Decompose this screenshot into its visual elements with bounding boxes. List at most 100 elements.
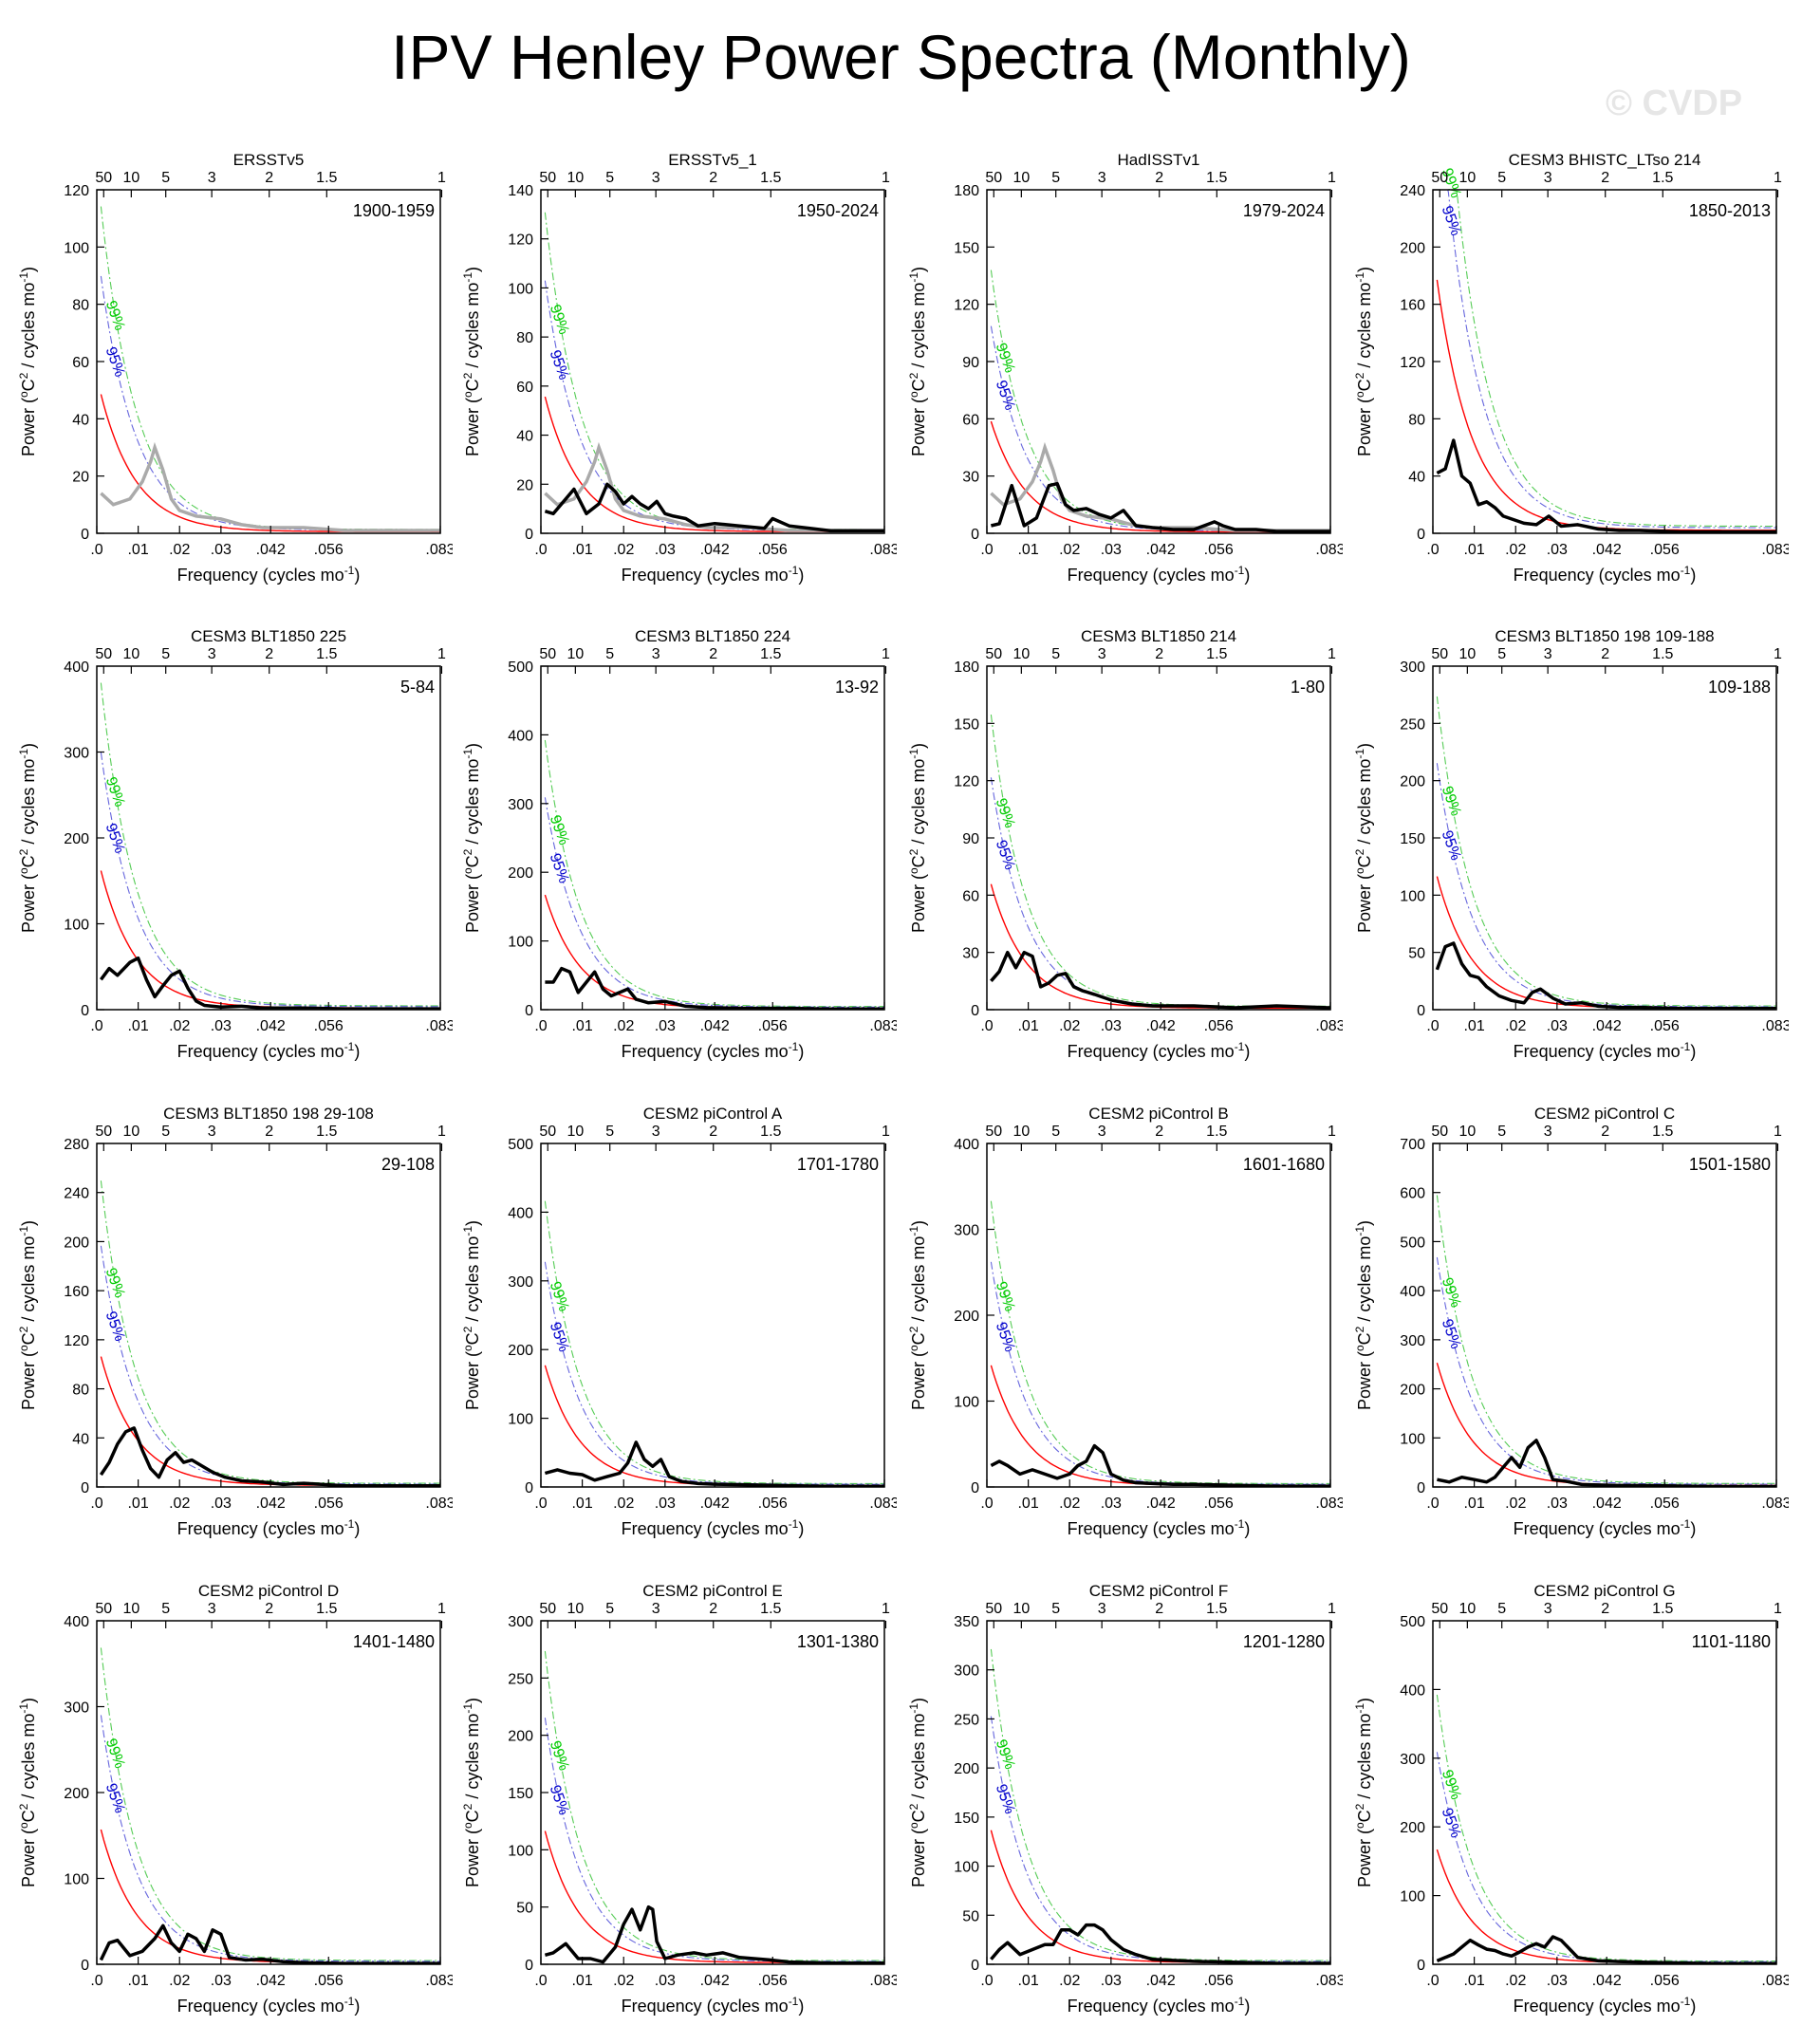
x-tick-label: .083 — [869, 1973, 897, 1989]
x-tick-label: .01 — [127, 542, 148, 558]
period-label: 1979-2024 — [1243, 201, 1325, 220]
plot-frame — [540, 189, 885, 534]
top-tick-label: 2 — [265, 1124, 273, 1140]
y-tick-label: 200 — [508, 1343, 533, 1359]
ci-label: 95% — [102, 1310, 128, 1344]
period-label: 1501-1580 — [1689, 1155, 1771, 1174]
ci-label: 99% — [1439, 1768, 1464, 1802]
x-axis-label: Frequency (cycles mo-1) — [1514, 1040, 1697, 1061]
y-axis-label: Power (oC2 / cycles mo-1) — [461, 267, 482, 456]
y-tick-label: 300 — [954, 1223, 979, 1239]
y-tick-label: 200 — [1400, 1820, 1425, 1836]
x-tick-label: .02 — [1505, 1496, 1526, 1512]
y-tick-label: 250 — [1400, 716, 1425, 733]
top-tick-label: 3 — [1544, 1601, 1552, 1617]
ci99-curve — [100, 1180, 440, 1484]
x-tick-label: .02 — [1059, 542, 1080, 558]
ci95-curve — [544, 797, 884, 1008]
top-tick-label: 2 — [265, 170, 273, 186]
x-tick-label: .0 — [980, 1973, 993, 1989]
panel-title: CESM2 piControl F — [1089, 1582, 1228, 1600]
period-label: 1101-1180 — [1692, 1632, 1771, 1651]
y-tick-label: 0 — [525, 1480, 533, 1496]
y-tick-label: 150 — [954, 240, 979, 256]
y-tick-label: 60 — [962, 888, 979, 904]
ci99-curve — [1436, 1694, 1776, 1962]
x-tick-label: .056 — [1204, 1018, 1234, 1034]
plot-area — [990, 269, 1330, 533]
top-tick-label: 2 — [1155, 170, 1163, 186]
top-tick-label: 50 — [985, 1124, 1002, 1140]
top-tick-label: 3 — [652, 646, 660, 662]
ci95-curve — [100, 275, 440, 531]
y-tick-label: 30 — [962, 470, 979, 486]
y-tick-label: 100 — [64, 918, 89, 934]
spectrum-line — [990, 481, 1330, 533]
plot-frame — [986, 189, 1331, 534]
y-tick-label: 0 — [525, 1003, 533, 1019]
x-tick-label: .03 — [1547, 1496, 1568, 1512]
y-tick-label: 200 — [508, 1729, 533, 1745]
x-tick-label: .0 — [534, 542, 547, 558]
top-tick-label: 1 — [1328, 1601, 1336, 1617]
y-tick-label: 100 — [1400, 1431, 1425, 1447]
x-tick-label: .056 — [314, 542, 344, 558]
y-tick-label: 0 — [971, 1003, 979, 1019]
period-label: 1401-1480 — [353, 1632, 435, 1651]
panel-title: CESM3 BLT1850 214 — [1081, 627, 1236, 645]
y-tick-label: 400 — [1400, 1284, 1425, 1300]
y-tick-label: 80 — [72, 1383, 89, 1399]
panel-title: CESM3 BLT1850 225 — [191, 627, 346, 645]
ci95-curve — [544, 280, 884, 531]
top-tick-label: 10 — [567, 646, 584, 662]
top-tick-label: 1.5 — [760, 1601, 781, 1617]
x-tick-label: .01 — [1463, 1018, 1484, 1034]
top-tick-label: 2 — [1601, 170, 1609, 186]
spectrum-line — [1436, 438, 1776, 533]
x-tick-label: .056 — [1650, 1496, 1680, 1512]
y-tick-label: 60 — [962, 412, 979, 428]
x-tick-label: .083 — [1761, 1018, 1789, 1034]
top-tick-label: 2 — [1155, 1601, 1163, 1617]
ci95-curve — [990, 1716, 1330, 1962]
period-label: 1601-1680 — [1243, 1155, 1325, 1174]
plot-area — [990, 1648, 1330, 1964]
top-tick-label: 1 — [1328, 1124, 1336, 1140]
top-tick-label: 1 — [1774, 1124, 1782, 1140]
x-tick-label: .02 — [169, 1973, 190, 1989]
ci-label: 95% — [1439, 1317, 1464, 1351]
x-axis-label: Frequency (cycles mo-1) — [177, 1517, 361, 1538]
top-tick-label: 1 — [882, 646, 890, 662]
x-tick-label: .02 — [1059, 1496, 1080, 1512]
plot-area — [1436, 1694, 1776, 1964]
ci99-curve — [544, 1200, 884, 1484]
y-axis-label: Power (oC2 / cycles mo-1) — [1353, 267, 1374, 456]
x-tick-label: .03 — [655, 1496, 676, 1512]
ci-label: 99% — [993, 341, 1018, 375]
top-tick-label: 10 — [1012, 1601, 1030, 1617]
y-tick-label: 300 — [508, 1274, 533, 1291]
ci99-curve — [100, 682, 440, 1007]
period-label: 1-80 — [1291, 678, 1325, 697]
plot-area — [544, 739, 884, 1010]
top-tick-label: 50 — [1431, 170, 1448, 186]
x-tick-label: .083 — [1315, 1018, 1343, 1034]
panel-title: ERSSTv5 — [233, 151, 305, 169]
x-tick-label: .03 — [1547, 542, 1568, 558]
top-tick-label: 1.5 — [1206, 646, 1227, 662]
plot-frame — [540, 665, 885, 1011]
y-tick-label: 200 — [1400, 1383, 1425, 1399]
top-tick-label: 1.5 — [1206, 170, 1227, 186]
plot-frame — [96, 1143, 441, 1488]
x-tick-label: .042 — [1592, 1018, 1622, 1034]
ci-label: 99% — [102, 1737, 128, 1771]
y-tick-label: 40 — [516, 429, 533, 445]
top-tick-label: 1 — [1328, 170, 1336, 186]
x-axis-label: Frequency (cycles mo-1) — [1514, 1517, 1697, 1538]
y-tick-label: 180 — [954, 183, 979, 199]
top-tick-label: 3 — [1098, 1124, 1106, 1140]
ci99-curve — [544, 1650, 884, 1961]
x-tick-label: .03 — [1547, 1973, 1568, 1989]
top-tick-label: 2 — [709, 646, 717, 662]
ci95-curve — [1447, 190, 1776, 529]
